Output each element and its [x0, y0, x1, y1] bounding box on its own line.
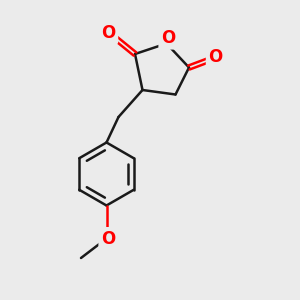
- Text: O: O: [161, 29, 175, 47]
- Text: O: O: [101, 24, 116, 42]
- Text: O: O: [208, 48, 223, 66]
- Text: O: O: [101, 230, 115, 247]
